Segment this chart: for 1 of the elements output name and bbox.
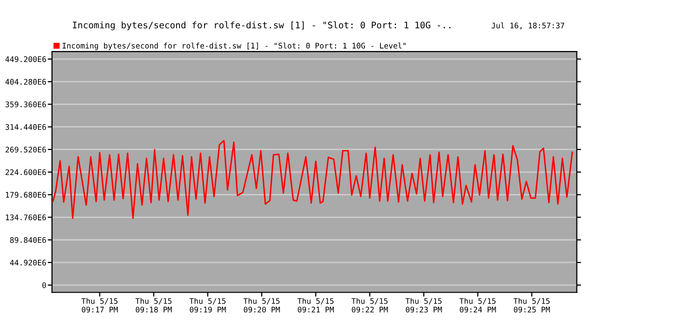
chart-title: Incoming bytes/second for rolfe-dist.sw [1] - "Slot: 0 Port: 1 10G -.. xyxy=(72,21,450,30)
